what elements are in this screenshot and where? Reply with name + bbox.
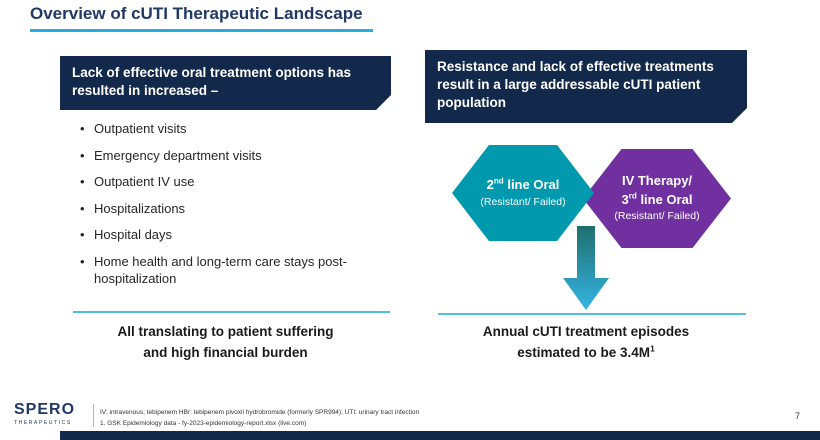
hexagon-teal-label: 2nd line Oral [487, 176, 560, 195]
title-underline [30, 29, 373, 32]
right-divider-line [438, 313, 746, 315]
hexagon-teal-ordinal: nd [493, 176, 504, 186]
right-summary: Annual cUTI treatment episodes estimated… [425, 322, 747, 364]
hexagon-teal-qualifier: (Resistant/ Failed) [480, 195, 566, 208]
bullet-item: Hospitalizations [78, 200, 383, 218]
left-summary-line1: All translating to patient suffering [117, 324, 334, 339]
hexagon-purple-number: 3 [621, 191, 629, 207]
bullet-item: Home health and long-term care stays pos… [78, 253, 383, 288]
bullet-item: Emergency department visits [78, 147, 383, 165]
left-bullet-list: Outpatient visits Emergency department v… [78, 120, 383, 297]
bullet-item: Hospital days [78, 226, 383, 244]
left-summary: All translating to patient suffering and… [60, 322, 391, 364]
left-divider-line [73, 311, 390, 313]
spero-logo: SPERO THERAPEUTICS [14, 401, 75, 426]
hexagon-purple-label: 3rd line Oral [622, 191, 693, 210]
hexagon-purple-ordinal: rd [628, 191, 637, 201]
right-panel-header: Resistance and lack of effective treatme… [425, 50, 747, 123]
hexagon-teal-number: 2 [486, 176, 494, 192]
footnotes: IV: intravenous; tebipenem HBr: tebipene… [100, 407, 419, 429]
page-number: 7 [794, 411, 800, 421]
page-title: Overview of cUTI Therapeutic Landscape [30, 4, 363, 23]
spero-logo-subtext: THERAPEUTICS [14, 420, 72, 426]
right-summary-line1: Annual cUTI treatment episodes [482, 324, 690, 339]
bullet-item: Outpatient visits [78, 120, 383, 138]
right-summary-footnote-marker: 1 [650, 343, 655, 354]
footer-divider [93, 404, 94, 427]
hexagon-purple-line1: IV Therapy/ [621, 172, 693, 188]
hexagon-teal-rest: line Oral [503, 176, 560, 192]
left-summary-line2: and high financial burden [143, 344, 308, 360]
right-summary-line2: estimated to be 3.4M [517, 344, 651, 360]
bottom-accent-bar [60, 431, 820, 440]
down-arrow-icon [551, 226, 621, 312]
bullet-item: Outpatient IV use [78, 173, 383, 191]
footnote-reference: 1. GSK Epidemiology data - fy-2023-epide… [100, 420, 307, 428]
footnote-abbreviations: IV: intravenous; tebipenem HBr: tebipene… [100, 409, 420, 416]
hexagon-purple-rest: line Oral [636, 191, 693, 207]
left-panel-header: Lack of effective oral treatment options… [60, 56, 391, 110]
hexagon-purple-qualifier: (Resistant/ Failed) [614, 210, 700, 223]
spero-logo-wordmark: SPERO [14, 401, 76, 418]
